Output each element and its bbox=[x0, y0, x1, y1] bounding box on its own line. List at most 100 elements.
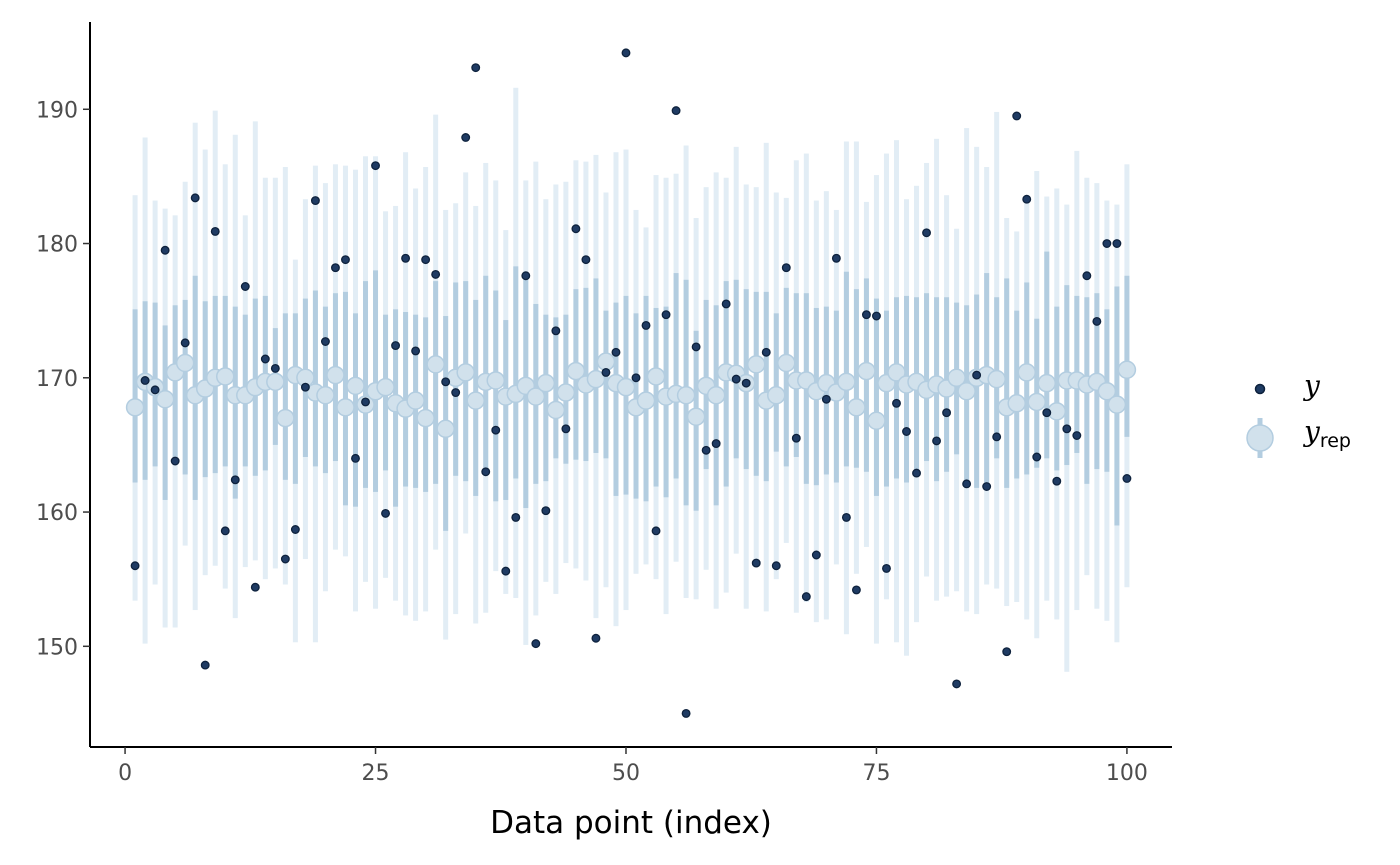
y-observed-point bbox=[892, 398, 901, 408]
y-observed-point bbox=[1062, 424, 1072, 434]
y-observed-point bbox=[861, 310, 871, 320]
yrep-median-point bbox=[466, 391, 485, 410]
yrep-inner-interval bbox=[182, 299, 188, 475]
yrep-median-point bbox=[957, 381, 976, 401]
y-observed-point bbox=[1082, 271, 1092, 281]
yrep-inner-interval bbox=[603, 310, 609, 459]
x-tick-label: 0 bbox=[118, 761, 132, 786]
legend-item-y: y bbox=[1254, 369, 1321, 402]
y-observed-point bbox=[741, 378, 751, 388]
x-axis-title: Data point (index) bbox=[490, 805, 772, 841]
y-observed-point bbox=[270, 363, 280, 373]
yrep-median-point bbox=[767, 385, 786, 405]
yrep-inner-interval bbox=[783, 287, 789, 467]
yrep-median-point bbox=[376, 377, 395, 397]
y-observed-point bbox=[501, 566, 511, 576]
y-observed-point bbox=[932, 436, 942, 446]
legend-yrep-marker bbox=[1246, 424, 1274, 452]
yrep-inner-interval bbox=[172, 305, 178, 463]
y-observed-point bbox=[260, 354, 270, 364]
x-tick-label: 75 bbox=[862, 761, 890, 786]
y-observed-point bbox=[811, 550, 821, 560]
y-observed-point bbox=[821, 394, 831, 404]
y-observed-point bbox=[351, 453, 360, 463]
y-observed-point bbox=[421, 255, 431, 265]
y-observed-point bbox=[240, 282, 250, 291]
yrep-median-point bbox=[1097, 381, 1117, 401]
y-observed-point bbox=[290, 525, 300, 534]
yrep-inner-interval bbox=[723, 281, 729, 487]
y-observed-point bbox=[942, 408, 952, 418]
y-observed-point bbox=[280, 554, 290, 564]
yrep-inner-interval bbox=[403, 312, 409, 487]
y-observed-point bbox=[972, 370, 982, 380]
y-observed-point bbox=[721, 299, 731, 309]
y-observed-point bbox=[831, 253, 841, 263]
y-observed-point bbox=[651, 526, 661, 536]
y-observed-point bbox=[391, 341, 401, 351]
yrep-median-point bbox=[1117, 360, 1137, 379]
yrep-median-point bbox=[416, 408, 435, 428]
y-observed-point bbox=[300, 382, 310, 392]
yrep-inner-interval bbox=[653, 307, 659, 487]
y-observed-point bbox=[481, 467, 491, 477]
y-observed-point bbox=[170, 456, 180, 466]
y-observed-point bbox=[1012, 111, 1022, 121]
yrep-median-point bbox=[125, 398, 145, 417]
yrep-inner-interval bbox=[593, 278, 599, 453]
y-observed-point bbox=[641, 320, 651, 330]
yrep-inner-interval bbox=[613, 302, 619, 496]
y-observed-point bbox=[521, 271, 531, 281]
y-observed-point bbox=[130, 561, 140, 571]
yrep-inner-interval bbox=[673, 273, 679, 479]
y-tick-label: 190 bbox=[36, 98, 78, 123]
x-axis-ticks: 0 25 50 75 100 bbox=[118, 747, 1148, 786]
yrep-median-point bbox=[1107, 395, 1127, 414]
y-observed-point bbox=[902, 427, 911, 436]
x-tick-label: 50 bbox=[612, 761, 640, 786]
legend-y-label: y bbox=[1302, 369, 1321, 402]
y-observed-point bbox=[541, 506, 551, 516]
y-observed-point bbox=[1092, 316, 1102, 326]
yrep-inner-interval bbox=[883, 310, 889, 487]
yrep-median-point bbox=[486, 371, 505, 390]
y-tick-label: 170 bbox=[36, 367, 78, 392]
y-observed-point bbox=[331, 263, 340, 273]
yrep-inner-interval bbox=[583, 287, 589, 462]
yrep-inner-interval bbox=[553, 317, 559, 459]
y-observed-point bbox=[691, 342, 701, 352]
yrep-median-point bbox=[175, 353, 195, 373]
y-observed-point bbox=[952, 679, 962, 689]
yrep-inner-interval bbox=[773, 313, 779, 452]
yrep-inner-interval bbox=[513, 266, 519, 479]
y-observed-point bbox=[310, 196, 320, 206]
yrep-median-point bbox=[947, 368, 966, 388]
y-observed-point bbox=[1002, 647, 1012, 657]
y-observed-point bbox=[551, 326, 561, 336]
y-observed-point bbox=[1032, 452, 1042, 462]
yrep-inner-interval bbox=[1004, 278, 1010, 488]
yrep-inner-interval bbox=[493, 290, 499, 502]
y-observed-point bbox=[701, 445, 711, 455]
y-observed-point bbox=[190, 193, 200, 203]
y-observed-point bbox=[851, 585, 861, 595]
yrep-median-point bbox=[887, 363, 906, 382]
y-observed-point bbox=[1042, 408, 1052, 418]
yrep-inner-interval bbox=[924, 293, 930, 462]
yrep-inner-interval bbox=[162, 325, 168, 500]
y-observed-point bbox=[661, 310, 671, 320]
legend-yrep-label: yrep bbox=[1302, 415, 1351, 452]
yrep-median-point bbox=[336, 398, 355, 417]
y-observed-point bbox=[681, 708, 691, 718]
yrep-median-point bbox=[1017, 363, 1036, 382]
y-observed-point bbox=[200, 660, 210, 670]
yrep-median-point bbox=[746, 355, 766, 374]
y-observed-point bbox=[1112, 239, 1122, 248]
yrep-median-point bbox=[857, 361, 876, 381]
y-observed-point bbox=[922, 228, 931, 238]
yrep-inner-interval bbox=[843, 271, 849, 467]
y-observed-point bbox=[381, 508, 390, 518]
y-observed-point bbox=[621, 48, 631, 58]
yrep-inner-interval bbox=[503, 320, 509, 500]
yrep-median-point bbox=[596, 352, 616, 371]
